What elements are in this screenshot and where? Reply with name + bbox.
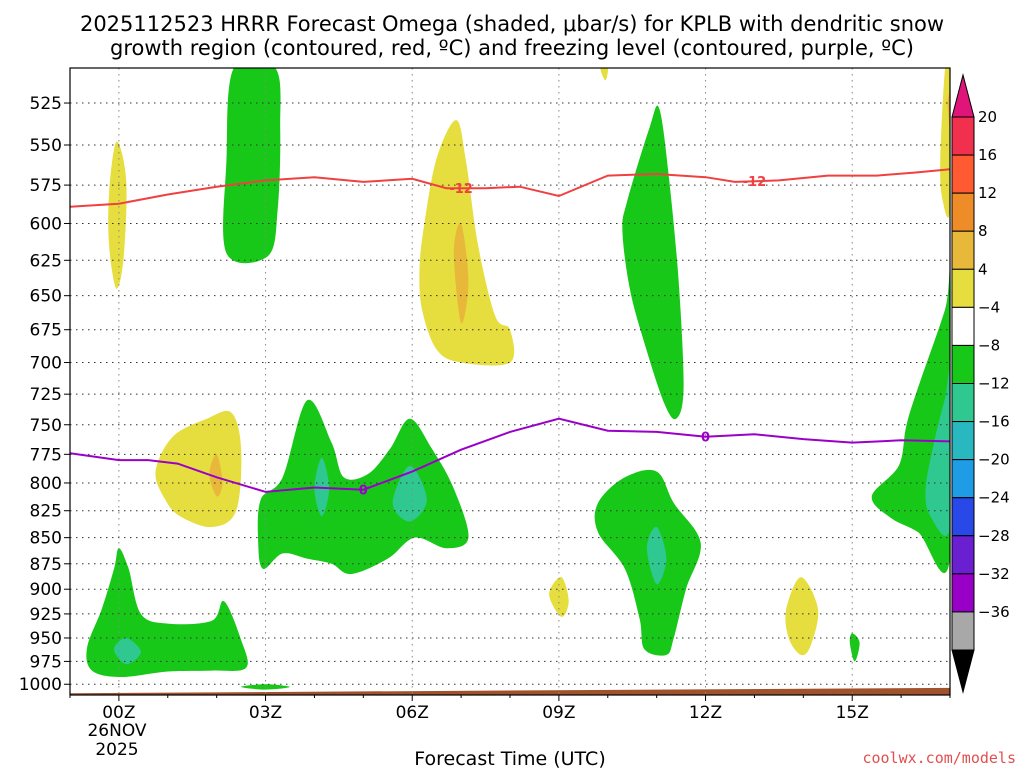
omega-region-upward-green-2 bbox=[257, 399, 469, 575]
y-tick-label-675: 675 bbox=[30, 321, 62, 341]
y-tick-label-550: 550 bbox=[30, 136, 62, 156]
chart-title-line1: 2025112523 HRRR Forecast Omega (shaded, … bbox=[80, 12, 944, 36]
colorbar-label-3: 8 bbox=[978, 222, 988, 240]
y-tick-label-925: 925 bbox=[30, 605, 62, 625]
dgz-contour-line bbox=[70, 168, 950, 208]
colorbar-swatch-3 bbox=[951, 230, 975, 270]
y-tick-label-575: 575 bbox=[30, 176, 62, 196]
y-tick-label-600: 600 bbox=[30, 214, 62, 234]
colorbar-label-11: −28 bbox=[978, 527, 1010, 545]
omega-region-downward-orange-20 bbox=[453, 222, 469, 324]
date-label-line2: 2025 bbox=[95, 740, 138, 760]
y-tick-label-875: 875 bbox=[30, 555, 62, 575]
colorbar-swatch-1 bbox=[951, 154, 975, 194]
colorbar-swatch-4 bbox=[951, 268, 975, 308]
colorbar-label-6: −8 bbox=[978, 336, 1000, 354]
colorbar-label-4: 4 bbox=[978, 260, 988, 278]
colorbar-swatch-9 bbox=[951, 459, 975, 499]
x-axis-label: Forecast Time (UTC) bbox=[414, 748, 605, 768]
y-tick-label-650: 650 bbox=[30, 287, 62, 307]
y-tick-label-1000: 1000 bbox=[19, 675, 62, 695]
x-axis: 00Z 03Z 06Z 09Z 12Z 15Z bbox=[69, 695, 951, 723]
contour-layer: -12 -12 0 0 bbox=[70, 168, 950, 499]
y-tick-label-525: 525 bbox=[30, 94, 62, 114]
colorbar-label-8: −16 bbox=[978, 413, 1010, 431]
colorbar-label-9: −20 bbox=[978, 451, 1010, 469]
dgz-contour-label-1: -12 bbox=[743, 175, 767, 190]
colorbar-swatch-8 bbox=[951, 421, 975, 461]
colorbar-label-5: −4 bbox=[978, 298, 1000, 316]
omega-region-downward-yellow-17 bbox=[785, 577, 819, 656]
freezing-level-contour-line bbox=[70, 417, 950, 493]
y-tick-label-800: 800 bbox=[30, 474, 62, 494]
x-tick-label-09Z: 09Z bbox=[542, 703, 575, 723]
omega-region-downward-yellow-14 bbox=[419, 120, 515, 366]
omega-region-downward-yellow-15 bbox=[155, 410, 242, 528]
freezing-level-contour-label-0: 0 bbox=[359, 484, 368, 499]
colorbar-label-0: 20 bbox=[978, 108, 997, 126]
colorbar-label-7: −12 bbox=[978, 375, 1010, 393]
colorbar-label-12: −32 bbox=[978, 565, 1010, 583]
colorbar-swatch-10 bbox=[951, 497, 975, 537]
terrain-surface bbox=[70, 687, 950, 695]
colorbar-label-13: −36 bbox=[978, 603, 1010, 621]
omega-region-upward-green-0 bbox=[223, 68, 281, 264]
credit-text: coolwx.com/models bbox=[862, 749, 1016, 767]
y-tick-label-850: 850 bbox=[30, 529, 62, 549]
y-axis: 525 550 575 600 625 650 675 700 725 750 775 800 825 8… bbox=[19, 94, 70, 695]
terrain-layer bbox=[70, 687, 950, 695]
colorbar-swatch-2 bbox=[951, 192, 975, 232]
colorbar-swatch-12 bbox=[951, 573, 975, 613]
colorbar-swatch-11 bbox=[951, 535, 975, 575]
colorbar-label-1: 16 bbox=[978, 146, 997, 164]
y-tick-label-950: 950 bbox=[30, 629, 62, 649]
x-tick-label-15Z: 15Z bbox=[836, 703, 869, 723]
chart-title-line2: growth region (contoured, red, ºC) and f… bbox=[110, 36, 914, 60]
omega-region-downward-yellow-13 bbox=[108, 141, 127, 289]
freezing-level-contour-label-1: 0 bbox=[701, 431, 710, 446]
colorbar-swatch-5 bbox=[951, 306, 975, 346]
omega-shading-layer bbox=[86, 68, 950, 690]
y-tick-label-725: 725 bbox=[30, 385, 62, 405]
y-tick-label-975: 975 bbox=[30, 652, 62, 672]
y-tick-label-625: 625 bbox=[30, 251, 62, 271]
omega-region-downward-yellow-18 bbox=[940, 68, 950, 218]
colorbar-swatch-7 bbox=[951, 383, 975, 423]
gridlines bbox=[70, 68, 950, 695]
omega-region-downward-orange-21 bbox=[209, 454, 223, 497]
omega-region-upward-green-3 bbox=[594, 469, 701, 656]
colorbar-label-10: −24 bbox=[978, 489, 1010, 507]
y-tick-label-775: 775 bbox=[30, 445, 62, 465]
omega-region-upward-green-6 bbox=[849, 633, 860, 662]
y-tick-label-750: 750 bbox=[30, 416, 62, 436]
omega-region-downward-yellow-19 bbox=[600, 68, 608, 81]
omega-region-upward-teal-11 bbox=[114, 637, 141, 665]
date-label-line1: 26NOV bbox=[87, 721, 146, 741]
omega-region-upward-green-1 bbox=[622, 105, 684, 420]
x-tick-label-06Z: 06Z bbox=[396, 703, 429, 723]
colorbar-swatch-6 bbox=[951, 344, 975, 384]
x-tick-label-00Z: 00Z bbox=[102, 703, 135, 723]
omega-region-upward-teal-12 bbox=[925, 370, 950, 536]
colorbar-swatch-0 bbox=[951, 116, 975, 156]
colorbar-swatch-13 bbox=[951, 611, 975, 651]
omega-region-upward-teal-10 bbox=[646, 526, 667, 585]
colorbar-label-2: 12 bbox=[978, 184, 997, 202]
colorbar-bottom-arrow bbox=[951, 649, 975, 694]
dgz-contour-label-0: -12 bbox=[449, 182, 473, 197]
x-tick-label-03Z: 03Z bbox=[249, 703, 282, 723]
omega-region-upward-teal-9 bbox=[392, 465, 427, 522]
y-tick-label-700: 700 bbox=[30, 354, 62, 374]
x-tick-label-12Z: 12Z bbox=[689, 703, 722, 723]
colorbar: 20 16 12 8 4 −4 −8 −12 −16 −20 −24 −28 −32 −36 bbox=[951, 73, 1010, 694]
y-tick-label-900: 900 bbox=[30, 580, 62, 600]
y-tick-label-825: 825 bbox=[30, 502, 62, 522]
